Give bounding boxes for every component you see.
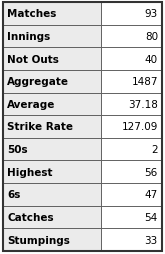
Text: 2: 2: [151, 145, 158, 154]
Bar: [101, 161, 162, 183]
Bar: [101, 71, 162, 93]
Bar: [101, 206, 162, 228]
Bar: [101, 116, 162, 138]
Bar: [101, 93, 162, 116]
Bar: [3, 71, 101, 93]
Text: 37.18: 37.18: [128, 100, 158, 109]
Bar: [3, 228, 101, 251]
Bar: [3, 138, 101, 161]
Bar: [101, 48, 162, 71]
Text: 80: 80: [145, 32, 158, 42]
Text: 6s: 6s: [7, 190, 20, 200]
Text: Highest: Highest: [7, 167, 53, 177]
Text: 33: 33: [145, 235, 158, 245]
Text: 56: 56: [145, 167, 158, 177]
Text: 50s: 50s: [7, 145, 28, 154]
Text: 54: 54: [145, 212, 158, 222]
Bar: [101, 183, 162, 206]
Bar: [101, 228, 162, 251]
Text: 47: 47: [145, 190, 158, 200]
Text: Matches: Matches: [7, 9, 56, 19]
Bar: [3, 26, 101, 48]
Text: 127.09: 127.09: [121, 122, 158, 132]
Text: Catches: Catches: [7, 212, 54, 222]
Bar: [3, 93, 101, 116]
Bar: [3, 48, 101, 71]
Bar: [3, 3, 101, 26]
Bar: [101, 138, 162, 161]
Bar: [101, 26, 162, 48]
Text: Innings: Innings: [7, 32, 50, 42]
Bar: [3, 183, 101, 206]
Text: Not Outs: Not Outs: [7, 54, 59, 64]
Bar: [101, 3, 162, 26]
Text: 1487: 1487: [131, 77, 158, 87]
Bar: [3, 206, 101, 228]
Text: 93: 93: [145, 9, 158, 19]
Bar: [3, 161, 101, 183]
Text: Aggregate: Aggregate: [7, 77, 69, 87]
Text: Average: Average: [7, 100, 55, 109]
Bar: [3, 116, 101, 138]
Text: 40: 40: [145, 54, 158, 64]
Text: Stumpings: Stumpings: [7, 235, 70, 245]
Text: Strike Rate: Strike Rate: [7, 122, 73, 132]
